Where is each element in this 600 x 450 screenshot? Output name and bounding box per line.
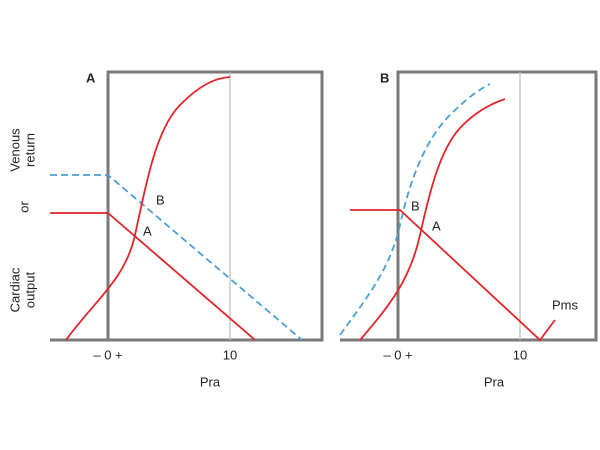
venous-return-curve — [50, 212, 256, 341]
frame — [50, 70, 324, 342]
venous-return-curve — [350, 209, 556, 342]
tick-label: 10 — [513, 347, 527, 362]
y-label-line: Cardiac — [7, 267, 22, 312]
y-label-line: Venous — [7, 128, 22, 172]
y-label-line: return — [22, 133, 37, 167]
frame — [340, 70, 598, 342]
point-label: B — [411, 198, 420, 213]
cardiac-output-curve — [359, 98, 506, 341]
y-axis-label: Venous return or Cardiac output — [7, 128, 37, 313]
y-label-line: or — [16, 201, 31, 213]
cardiac-output-curve — [339, 83, 491, 336]
point-label: Pms — [552, 297, 579, 312]
point-label: B — [156, 192, 165, 207]
panel-label: A — [86, 70, 96, 85]
tick-label: 10 — [223, 347, 237, 362]
y-label-line: output — [22, 272, 37, 309]
point-label: A — [143, 223, 152, 238]
panel-b: B B A Pms – 0 + 10 Pra — [339, 70, 598, 389]
x-axis-label: Pra — [200, 374, 221, 389]
point-label: A — [432, 218, 441, 233]
cardiac-output-curve — [65, 76, 231, 341]
x-axis-label: Pra — [484, 374, 505, 389]
panel-label: B — [380, 70, 389, 85]
tick-label: – 0 + — [383, 347, 412, 362]
venous-return-curve — [50, 174, 303, 341]
panel-a: A B A – 0 + 10 Pra — [50, 70, 324, 389]
tick-label: – 0 + — [93, 347, 122, 362]
